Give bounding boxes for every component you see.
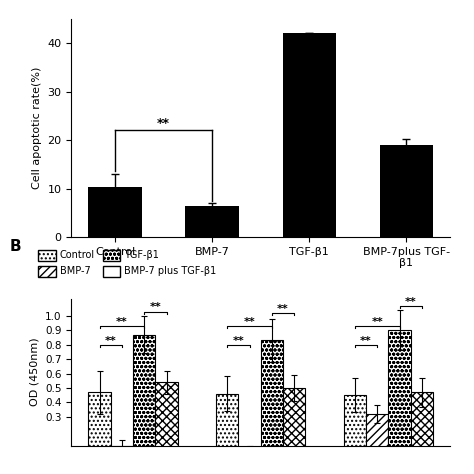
Bar — [111, 446, 133, 460]
Text: **: ** — [232, 336, 244, 346]
Text: **: ** — [405, 297, 417, 307]
Bar — [388, 330, 410, 460]
Bar — [410, 392, 433, 460]
Bar — [88, 187, 142, 237]
Bar — [283, 34, 336, 237]
Text: **: ** — [244, 317, 255, 327]
Bar — [238, 448, 261, 460]
Bar — [380, 145, 433, 237]
Text: **: ** — [157, 117, 170, 129]
Bar — [155, 382, 178, 460]
Text: **: ** — [371, 317, 383, 327]
Y-axis label: Cell apoptotic rate(%): Cell apoptotic rate(%) — [32, 67, 42, 189]
Y-axis label: OD (450nm): OD (450nm) — [29, 338, 39, 406]
Bar — [283, 388, 305, 460]
Bar — [261, 340, 283, 460]
Bar — [366, 414, 388, 460]
Text: B: B — [9, 239, 21, 254]
Text: **: ** — [277, 304, 289, 314]
Bar — [344, 395, 366, 460]
Legend: Control, BMP-7, TGF-β1, BMP-7 plus TGF-β1: Control, BMP-7, TGF-β1, BMP-7 plus TGF-β… — [35, 246, 220, 281]
Text: **: ** — [149, 302, 161, 312]
Bar — [185, 206, 239, 237]
Bar — [216, 394, 238, 460]
Bar — [88, 392, 111, 460]
Text: **: ** — [360, 336, 372, 346]
Text: **: ** — [116, 317, 128, 327]
Text: **: ** — [105, 336, 117, 346]
Bar — [133, 335, 155, 460]
